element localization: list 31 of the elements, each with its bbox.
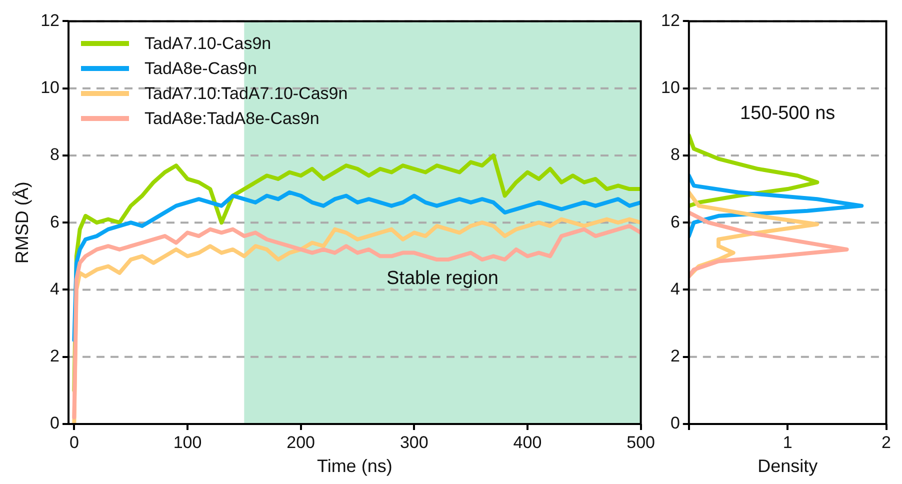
legend-label: TadA8e-Cas9n (144, 58, 257, 79)
x-tick-label: 500 (626, 432, 656, 452)
x-tick-label: 100 (173, 432, 202, 452)
y-tick-label: 6 (50, 212, 60, 232)
x-tick-label: 400 (513, 432, 542, 452)
legend-label: TadA7.10:TadA7.10-Cas9n (144, 84, 348, 104)
annotation: 150-500 ns (740, 103, 836, 124)
x-tick-label: 1 (782, 432, 792, 452)
x-tick-label: 0 (69, 432, 79, 452)
x-tick-label: 300 (400, 432, 428, 452)
legend-label: TadA8e:TadA8e-Cas9n (144, 108, 320, 129)
y-tick-label: 8 (50, 145, 60, 164)
y-tick-label: 2 (50, 346, 60, 366)
y-tick-label: 10 (40, 78, 60, 98)
y-tick-label: 12 (660, 10, 680, 30)
y-tick-label: 6 (670, 212, 680, 232)
y-tick-label: 10 (660, 78, 680, 98)
y-tick-label: 4 (50, 279, 60, 298)
y-tick-label: 2 (670, 346, 680, 366)
y-tick-label: 12 (40, 10, 60, 30)
y-tick-label: 0 (50, 414, 60, 433)
x-tick-label: 2 (882, 432, 892, 452)
y-tick-label: 4 (670, 279, 680, 298)
x-axis-title: Density (758, 456, 818, 476)
x-tick-label: 200 (286, 432, 316, 452)
y-tick-label: 0 (670, 414, 680, 433)
y-axis-title: RMSD (Å) (12, 182, 32, 264)
y-tick-label: 8 (670, 145, 680, 164)
legend-label: TadA7.10-Cas9n (144, 34, 272, 54)
x-axis-title: Time (ns) (316, 456, 392, 476)
annotation: Stable region (386, 268, 498, 290)
